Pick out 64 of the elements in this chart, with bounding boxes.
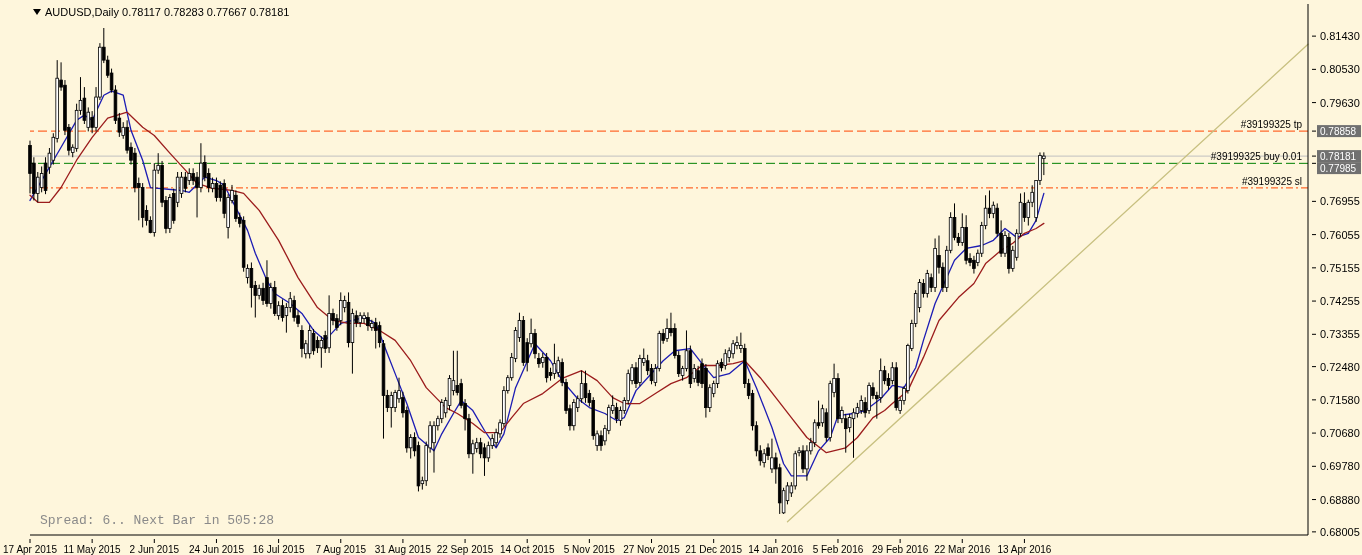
- annotation: Spread: 6.. Next Bar in 505:28: [40, 513, 275, 528]
- candlestick: [572, 398, 576, 431]
- x-tick-label: 16 Jul 2015: [252, 544, 305, 555]
- x-tick-label: 17 Apr 2015: [3, 544, 58, 555]
- x-tick-label: 22 Mar 2016: [934, 544, 991, 555]
- candlestick: [851, 407, 856, 459]
- x-tick-label: 11 May 2015: [63, 544, 122, 555]
- candlestick: [432, 420, 436, 474]
- ref-line-label: #39199325 sl: [1241, 175, 1302, 187]
- ref-line-label: #39199325 tp: [1240, 119, 1303, 131]
- candlestick: [482, 442, 487, 477]
- y-tick-label: 0.81430: [1320, 30, 1360, 43]
- y-tick-label: 0.68005: [1320, 525, 1360, 538]
- chart-title: AUDUSD,Daily 0.78117 0.78283 0.77667 0.78181: [45, 6, 290, 18]
- candlestick: [696, 365, 700, 387]
- candlestick: [801, 444, 805, 474]
- x-tick-label: 5 Feb 2016: [812, 544, 864, 555]
- y-tick-label: 0.74255: [1320, 295, 1360, 308]
- y-tick-label: 0.77985: [1320, 163, 1357, 175]
- y-tick-label: 0.78181: [1320, 151, 1357, 163]
- candlestick: [925, 269, 930, 299]
- x-tick-label: 27 Nov 2015: [623, 544, 681, 555]
- ref-line-label: #39199325 buy 0.01: [1210, 151, 1303, 163]
- y-tick-label: 0.76055: [1320, 228, 1360, 241]
- candlestick: [583, 370, 588, 404]
- y-tick-label: 0.68880: [1320, 493, 1360, 506]
- y-tick-label: 0.69780: [1320, 460, 1360, 473]
- candlestick: [249, 261, 254, 309]
- candlestick: [179, 171, 184, 199]
- y-tick-label: 0.76955: [1320, 195, 1360, 208]
- x-tick-label: 13 Apr 2016: [997, 544, 1052, 555]
- y-tick-label: 0.70680: [1320, 427, 1360, 440]
- candlestick: [389, 391, 394, 429]
- candlestick: [366, 311, 370, 332]
- candlestick: [307, 324, 312, 359]
- x-tick-label: 5 Nov 2015: [563, 544, 616, 555]
- candlestick: [859, 394, 864, 415]
- x-tick-label: 2 Jun 2015: [129, 544, 180, 555]
- candlestick: [183, 171, 188, 193]
- candlestick: [234, 189, 238, 223]
- y-tick-label: 0.80530: [1320, 63, 1360, 76]
- x-tick-label: 29 Feb 2016: [872, 544, 929, 555]
- y-tick-label: 0.79630: [1320, 96, 1360, 109]
- candlestick: [300, 324, 304, 358]
- x-tick-label: 22 Sep 2015: [436, 544, 494, 555]
- y-tick-label: 0.75155: [1320, 261, 1360, 274]
- candlestick: [284, 302, 289, 334]
- candlestick: [319, 335, 324, 369]
- x-tick-label: 7 Aug 2015: [315, 544, 367, 555]
- candlestick: [280, 298, 285, 323]
- candlestick: [292, 295, 296, 323]
- x-tick-label: 24 Jun 2015: [188, 544, 245, 555]
- x-tick-label: 14 Jan 2016: [748, 544, 804, 555]
- y-tick-label: 0.78858: [1320, 126, 1357, 138]
- x-tick-label: 31 Aug 2015: [374, 544, 432, 555]
- candlestick: [39, 165, 44, 193]
- x-tick-label: 14 Oct 2015: [499, 544, 555, 555]
- x-tick-label: 21 Dec 2015: [685, 544, 743, 555]
- candlestick: [770, 438, 774, 474]
- y-tick-label: 0.72480: [1320, 360, 1360, 373]
- candlestick: [731, 339, 735, 359]
- y-tick-label: 0.73355: [1320, 328, 1360, 341]
- y-tick-label: 0.71580: [1320, 393, 1360, 406]
- candlestick: [614, 402, 619, 424]
